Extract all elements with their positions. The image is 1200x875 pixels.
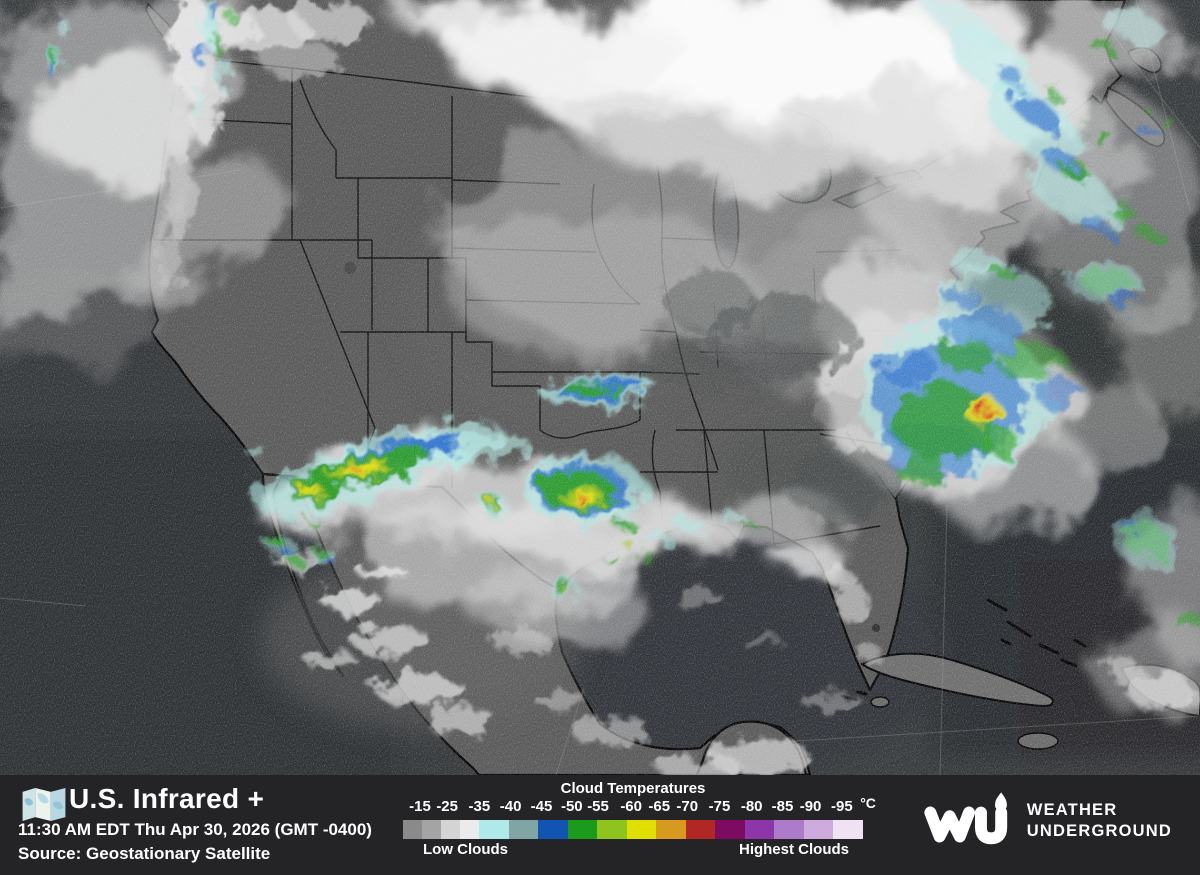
legend-swatch [626, 820, 657, 839]
legend-tick-label: -80 [740, 798, 763, 815]
legend-tick-label: -50 [560, 798, 583, 815]
legend-tick-label: -90 [799, 798, 822, 815]
legend-swatch [715, 820, 745, 839]
product-info: U.S. Infrared + 11:30 AM EDT Thu Apr 30,… [0, 775, 400, 875]
source-label: Source: Geostationary Satellite [18, 844, 271, 863]
noise-overlay [0, 0, 1200, 775]
timestamp: 11:30 AM EDT Thu Apr 30, 2026 (GMT -0400… [18, 820, 372, 839]
low-clouds-label: Low Clouds [423, 841, 508, 858]
legend-swatch [597, 820, 627, 839]
legend-swatch [479, 820, 509, 839]
legend-tick-label: -95 [830, 798, 853, 815]
legend-tick-label: -70 [676, 798, 699, 815]
legend-swatch [744, 820, 775, 839]
legend-tick-label: -85 [771, 798, 794, 815]
legend-bar [403, 820, 863, 839]
legend-tick-label: -75 [708, 798, 731, 815]
legend-swatch [441, 820, 461, 839]
legend-tick-label: -25 [436, 798, 458, 815]
legend-ticks: -15 -25 -35 -40 -45 -50 -55 -60 -65 -70 -75 -80 -85-… [403, 795, 876, 815]
droplet-icon [994, 791, 1007, 811]
legend-swatch [685, 820, 716, 839]
legend-swatch [403, 820, 423, 839]
legend-swatch [774, 820, 804, 839]
footer-bar: U.S. Infrared + 11:30 AM EDT Thu Apr 30,… [0, 775, 1200, 875]
legend-tick-label: -40 [499, 798, 522, 815]
legend-tick-label: -45 [530, 798, 553, 815]
highest-clouds-label: Highest Clouds [738, 841, 849, 858]
legend-tick-label: -35 [468, 798, 491, 815]
legend-swatch [538, 820, 568, 839]
satellite-map [0, 0, 1200, 775]
legend-tick-label: -55 [587, 798, 609, 815]
brand-name: WEATHER UNDERGROUND [1027, 800, 1172, 842]
legend-tick-label: -15 [409, 798, 431, 815]
legend-swatch [422, 820, 442, 839]
legend-tick-label: -65 [648, 798, 671, 815]
legend-swatch [460, 820, 480, 839]
legend-tick-label: -60 [620, 798, 642, 815]
brand-line1: WEATHER [1026, 801, 1118, 819]
satellite-imagery [0, 0, 1200, 775]
brand-line2: UNDERGROUND [1026, 822, 1172, 840]
legend-swatch [803, 820, 834, 839]
map-icon [20, 786, 68, 823]
legend-title: Cloud Temperatures [560, 780, 706, 797]
wu-logo: WEATHER UNDERGROUND [923, 785, 1172, 857]
legend-swatch [567, 820, 598, 839]
product-title: U.S. Infrared + [69, 783, 265, 814]
legend-unit-label: °C [860, 795, 876, 811]
wu-mark-icon [923, 791, 1015, 851]
cloud-temperature-legend: Cloud Temperatures -15 -25 -35 -40 -45 -50 -55… [403, 775, 876, 875]
legend-swatch [833, 820, 863, 839]
legend-swatch [656, 820, 686, 839]
legend-swatch [508, 820, 539, 839]
